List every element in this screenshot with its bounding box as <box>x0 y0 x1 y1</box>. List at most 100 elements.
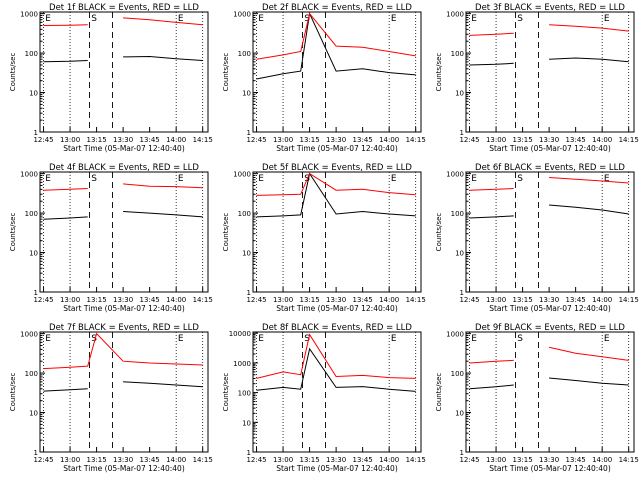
series-events-line <box>256 347 416 392</box>
x-tick-label: 13:15 <box>512 296 532 304</box>
y-tick-label: 10 <box>29 410 38 418</box>
y-tick-label: 10 <box>29 250 38 258</box>
marker-label-s: S <box>91 174 97 184</box>
y-axis-label: Counts/sec <box>435 213 443 252</box>
marker-label-s: S <box>517 334 523 344</box>
plot-frame <box>465 331 635 453</box>
marker-label-e: E <box>178 334 184 344</box>
x-tick-label: 14:15 <box>406 296 426 304</box>
x-axis-label: Start Time (05-Mar-07 12:40:40) <box>276 304 398 313</box>
marker-label-s: S <box>517 14 523 24</box>
series-lld-line <box>256 172 416 196</box>
x-tick-label: 13:00 <box>273 456 293 464</box>
marker-label-e: E <box>391 174 397 184</box>
marker-label-e: E <box>604 334 610 344</box>
y-tick-label: 1000 <box>233 360 251 368</box>
y-tick-label: 1000 <box>446 331 464 339</box>
marker-label-e: E <box>258 334 264 344</box>
y-tick-label: 10 <box>455 250 464 258</box>
x-tick-label: 13:00 <box>60 456 80 464</box>
y-tick-label: 1000 <box>446 171 464 179</box>
panel-det-8: Det 8f BLACK = Events, RED = LLD 1 10 100 10… <box>222 323 426 473</box>
x-tick-label: 14:00 <box>379 296 399 304</box>
x-tick-label: 12:45 <box>459 456 479 464</box>
x-tick-label: 14:00 <box>592 296 612 304</box>
plot-frame <box>252 11 422 133</box>
y-tick-label: 100 <box>238 50 251 58</box>
x-tick-label: 13:45 <box>353 456 373 464</box>
x-axis-label: Start Time (05-Mar-07 12:40:40) <box>63 464 185 473</box>
x-tick-label: 14:15 <box>406 456 426 464</box>
x-tick-label: 12:45 <box>33 456 53 464</box>
plot-frame <box>465 171 635 293</box>
marker-label-s: S <box>91 14 97 24</box>
series-events-line <box>256 11 416 80</box>
x-tick-label: 14:15 <box>193 296 213 304</box>
panel-det-3: Det 3f BLACK = Events, RED = LLD 1 10 100 10… <box>435 3 639 153</box>
series-events-line <box>469 377 629 390</box>
x-tick-label: 12:45 <box>33 136 53 144</box>
y-tick-label: 10 <box>455 90 464 98</box>
y-axis-label: Counts/sec <box>435 53 443 92</box>
x-tick-label: 13:15 <box>299 456 319 464</box>
x-tick-label: 13:15 <box>299 296 319 304</box>
x-tick-label: 13:45 <box>566 136 586 144</box>
y-tick-label: 10000 <box>229 330 251 338</box>
x-tick-label: 14:00 <box>166 456 186 464</box>
x-axis-label: Start Time (05-Mar-07 12:40:40) <box>489 144 611 153</box>
y-tick-label: 10 <box>29 90 38 98</box>
marker-label-e: E <box>471 174 477 184</box>
y-tick-label: 1000 <box>446 11 464 19</box>
panel-title: Det 6f BLACK = Events, RED = LLD <box>475 163 625 173</box>
x-tick-label: 13:45 <box>353 296 373 304</box>
y-tick-label: 1 <box>34 129 38 137</box>
x-tick-label: 14:00 <box>592 456 612 464</box>
x-axis-label: Start Time (05-Mar-07 12:40:40) <box>489 464 611 473</box>
series-lld-line <box>43 332 203 370</box>
x-tick-label: 13:45 <box>140 456 160 464</box>
y-tick-label: 1 <box>460 449 464 457</box>
marker-label-e: E <box>45 334 51 344</box>
x-tick-label: 13:45 <box>566 296 586 304</box>
series-lld-line <box>256 12 416 60</box>
panel-det-2: Det 2f BLACK = Events, RED = LLD 1 10 100 10… <box>222 3 426 153</box>
x-tick-label: 13:30 <box>326 136 346 144</box>
x-tick-label: 14:00 <box>166 136 186 144</box>
panel-det-9: Det 9f BLACK = Events, RED = LLD 1 10 100 10… <box>435 323 639 473</box>
y-axis-label: Counts/sec <box>9 213 17 252</box>
x-tick-label: 13:15 <box>86 136 106 144</box>
x-tick-label: 14:15 <box>406 136 426 144</box>
x-tick-label: 13:30 <box>113 456 133 464</box>
series-events-line <box>469 204 629 219</box>
series-lld-line <box>469 24 629 36</box>
series-events-line <box>469 57 629 66</box>
x-tick-label: 13:30 <box>326 456 346 464</box>
y-tick-label: 1000 <box>233 11 251 19</box>
panel-title: Det 7f BLACK = Events, RED = LLD <box>49 323 199 333</box>
y-axis-label: Counts/sec <box>9 53 17 92</box>
plot-frame <box>39 11 209 133</box>
marker-label-s: S <box>517 174 523 184</box>
panel-det-4: Det 4f BLACK = Events, RED = LLD 1 10 100 10… <box>9 163 213 313</box>
x-tick-label: 12:45 <box>459 136 479 144</box>
x-axis-label: Start Time (05-Mar-07 12:40:40) <box>63 144 185 153</box>
y-tick-label: 100 <box>238 210 251 218</box>
x-tick-label: 13:00 <box>60 296 80 304</box>
marker-label-e: E <box>258 174 264 184</box>
y-tick-label: 1 <box>34 449 38 457</box>
marker-label-e: E <box>178 174 184 184</box>
panel-title: Det 8f BLACK = Events, RED = LLD <box>262 323 412 333</box>
x-tick-label: 14:15 <box>619 296 639 304</box>
panel-det-6: Det 6f BLACK = Events, RED = LLD 1 10 100 10… <box>435 163 639 313</box>
x-tick-label: 14:15 <box>619 136 639 144</box>
y-tick-label: 1 <box>460 289 464 297</box>
series-events-line <box>43 381 203 392</box>
panel-det-7: Det 7f BLACK = Events, RED = LLD 1 10 100 10… <box>9 323 213 473</box>
panel-title: Det 3f BLACK = Events, RED = LLD <box>475 3 625 13</box>
x-tick-label: 13:15 <box>512 136 532 144</box>
marker-label-e: E <box>178 14 184 24</box>
marker-label-s: S <box>304 14 310 24</box>
x-tick-label: 14:00 <box>166 296 186 304</box>
y-tick-label: 10 <box>242 419 251 427</box>
x-axis-label: Start Time (05-Mar-07 12:40:40) <box>63 304 185 313</box>
